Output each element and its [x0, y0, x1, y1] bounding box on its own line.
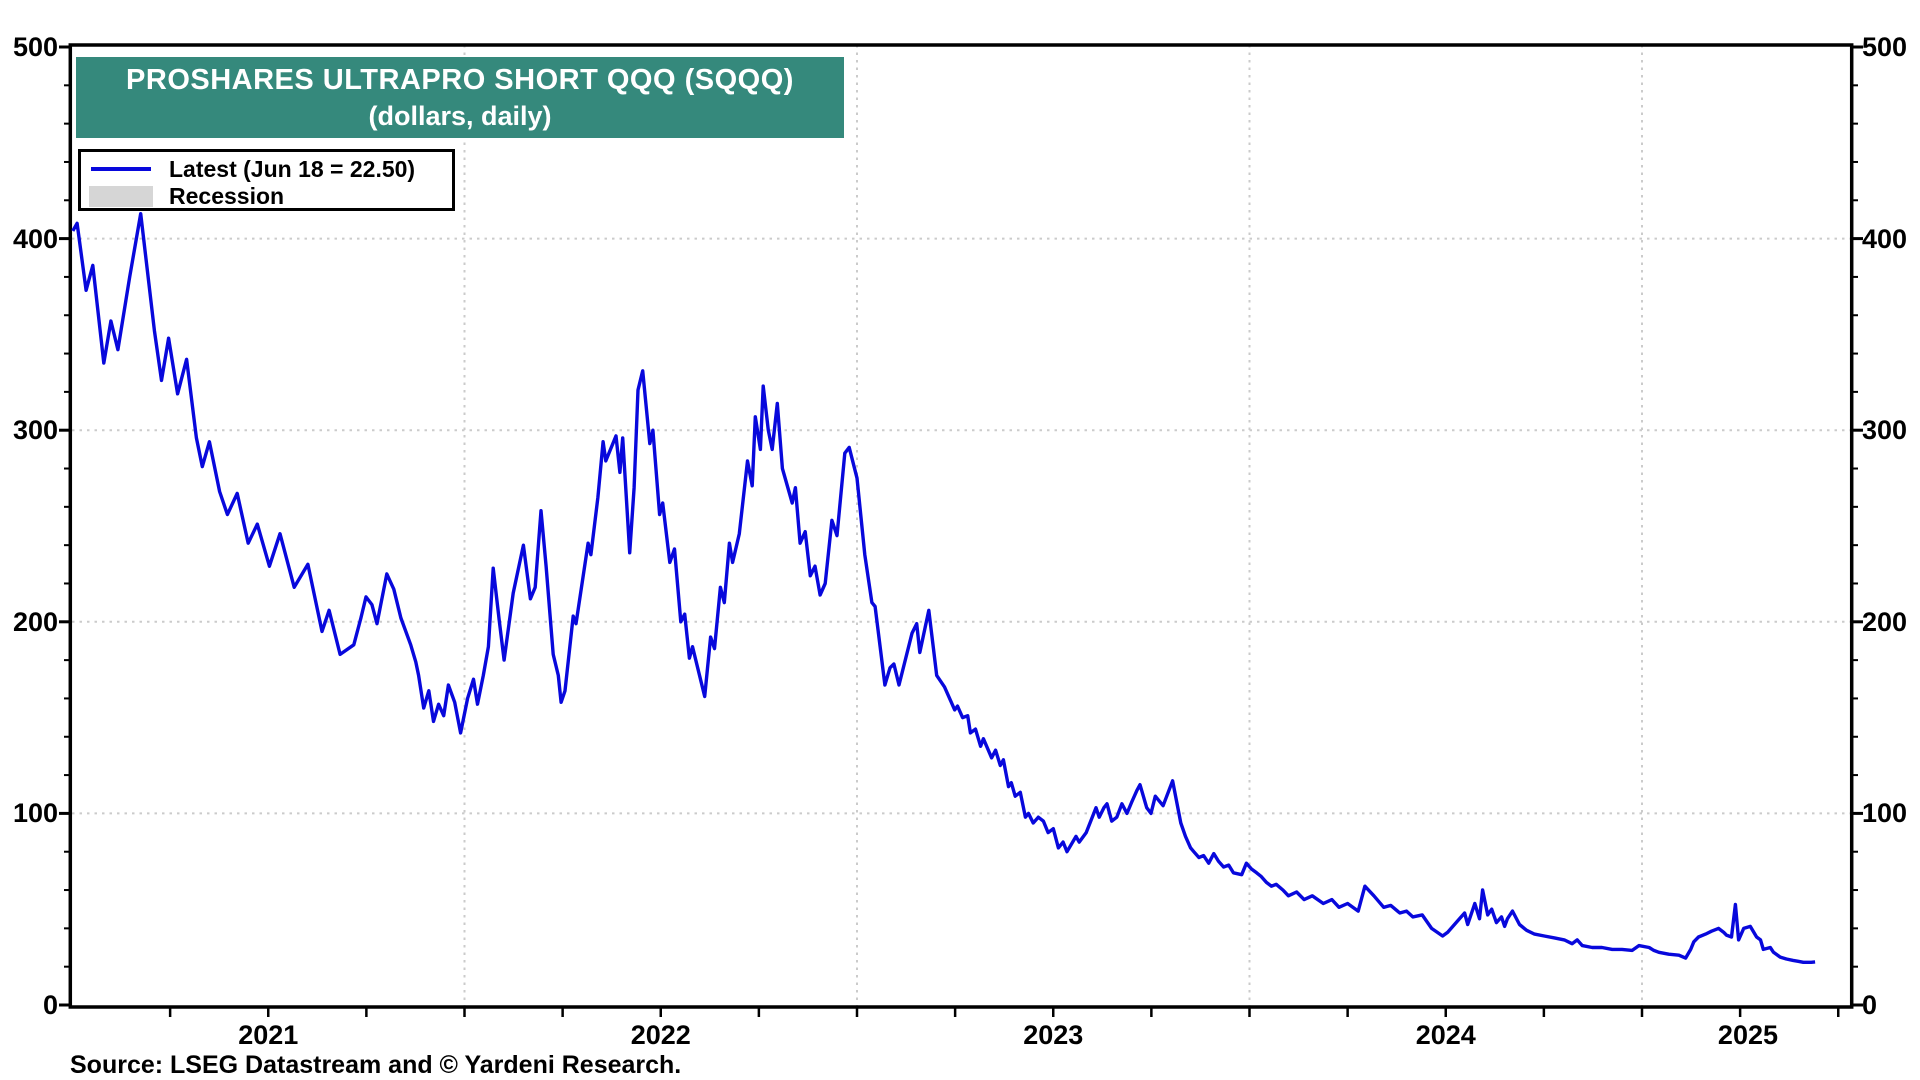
x-axis-label-2022: 2022: [630, 1020, 691, 1050]
plot-frame: [68, 43, 1854, 1009]
legend-row-recession: Recession: [81, 182, 284, 210]
legend-row-latest: Latest (Jun 18 = 22.50): [81, 155, 415, 183]
y-axis-label-left-300: 300: [12, 415, 58, 446]
y-axis-label-right-400: 400: [1862, 223, 1908, 254]
y-axis-label-right-200: 200: [1862, 606, 1908, 637]
y-axis-label-left-0: 0: [42, 990, 58, 1020]
chart-title-banner: PROSHARES ULTRAPRO SHORT QQQ (SQQQ) (dol…: [76, 57, 844, 138]
latest-line-swatch: [91, 167, 151, 171]
y-axis-label-left-500: 500: [12, 32, 58, 62]
y-axis-label-right-300: 300: [1862, 415, 1908, 446]
x-axis-label-2024: 2024: [1415, 1020, 1476, 1050]
y-axis-label-right-100: 100: [1862, 798, 1908, 829]
legend-latest-label: Latest (Jun 18 = 22.50): [169, 155, 416, 182]
x-axis-label-2025: 2025: [1717, 1020, 1778, 1050]
x-axis-label-2023: 2023: [1023, 1020, 1084, 1050]
legend: Latest (Jun 18 = 22.50) Recession: [78, 149, 455, 211]
chart-title: PROSHARES ULTRAPRO SHORT QQQ (SQQQ): [126, 63, 794, 96]
legend-recession-label: Recession: [169, 182, 285, 209]
y-axis-label-right-500: 500: [1862, 32, 1908, 62]
y-axis-label-left-100: 100: [12, 798, 58, 829]
y-axis-label-right-0: 0: [1862, 990, 1878, 1020]
series-latest-line: [71, 212, 1816, 964]
source-credit: Source: LSEG Datastream and © Yardeni Re…: [70, 1051, 682, 1079]
chart-subtitle: (dollars, daily): [368, 100, 552, 131]
y-axis-label-left-200: 200: [12, 606, 58, 637]
recession-swatch: [89, 185, 153, 207]
y-axis-label-left-400: 400: [12, 223, 58, 254]
x-axis-label-2021: 2021: [238, 1020, 299, 1050]
